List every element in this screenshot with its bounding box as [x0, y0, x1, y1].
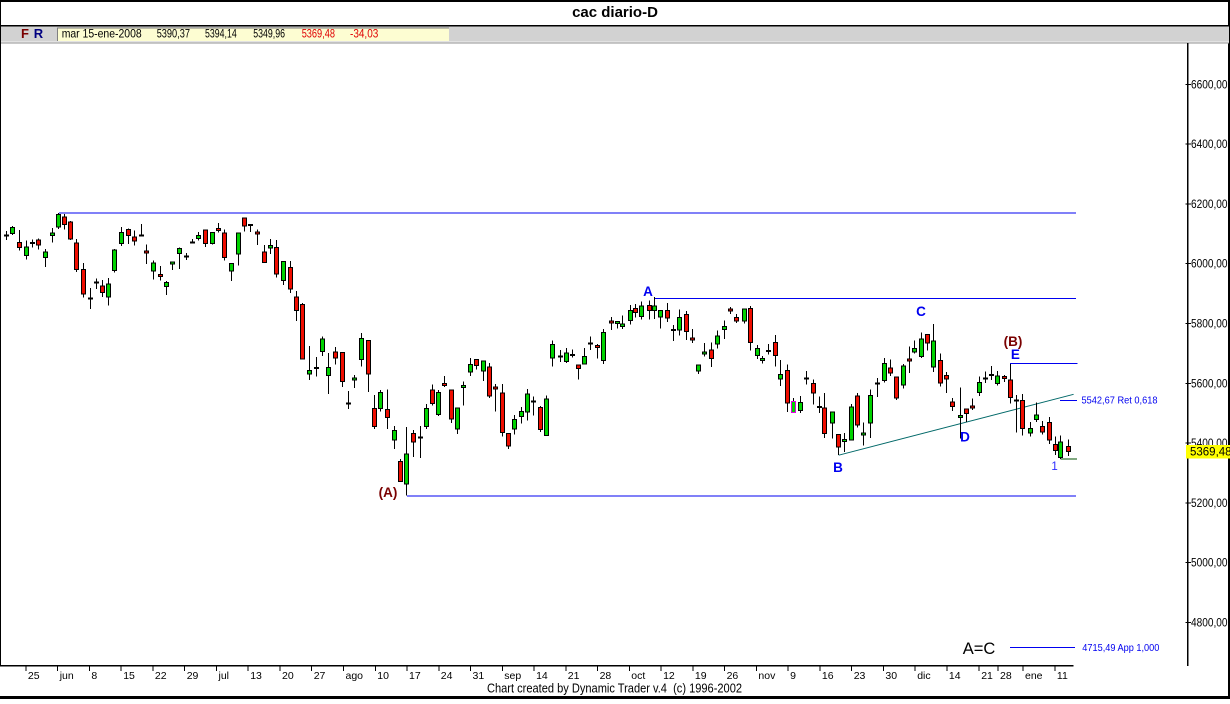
svg-text:20: 20 — [282, 670, 294, 682]
svg-text:28: 28 — [600, 670, 612, 682]
svg-text:16: 16 — [822, 670, 834, 682]
svg-text:15: 15 — [123, 670, 135, 682]
svg-text:27: 27 — [314, 670, 326, 682]
svg-text:jul: jul — [218, 670, 230, 682]
svg-text:E: E — [1011, 347, 1020, 362]
svg-text:cac diario-D: cac diario-D — [572, 4, 658, 21]
svg-text:4800,00: 4800,00 — [1191, 618, 1228, 630]
svg-text:19: 19 — [695, 670, 707, 682]
svg-text:(B): (B) — [1004, 334, 1023, 349]
svg-text:10: 10 — [377, 670, 389, 682]
svg-text:F: F — [21, 26, 29, 41]
svg-text:5200,00: 5200,00 — [1191, 498, 1228, 510]
svg-text:9: 9 — [790, 670, 796, 682]
svg-text:21: 21 — [981, 670, 993, 682]
svg-text:Chart created by Dynamic Trade: Chart created by Dynamic Trader v.4 (c) … — [487, 682, 742, 696]
svg-text:D: D — [960, 430, 970, 445]
svg-text:21: 21 — [568, 670, 580, 682]
svg-text:23: 23 — [854, 670, 866, 682]
svg-text:17: 17 — [409, 670, 421, 682]
svg-text:mar 15-ene-2008: mar 15-ene-2008 — [62, 27, 142, 41]
svg-text:5542,67 Ret 0,618: 5542,67 Ret 0,618 — [1082, 395, 1158, 407]
svg-text:(A): (A) — [379, 485, 398, 500]
svg-text:dic: dic — [917, 670, 930, 682]
svg-text:4715,49 App 1,000: 4715,49 App 1,000 — [1082, 642, 1159, 654]
svg-text:11: 11 — [1057, 670, 1068, 682]
svg-text:5000,00: 5000,00 — [1191, 558, 1228, 570]
svg-text:5349,96: 5349,96 — [253, 27, 285, 41]
svg-text:14: 14 — [949, 670, 961, 682]
svg-text:R: R — [34, 26, 44, 41]
svg-text:30: 30 — [885, 670, 897, 682]
svg-text:5800,00: 5800,00 — [1191, 319, 1228, 331]
svg-text:-34,03: -34,03 — [350, 27, 379, 41]
svg-text:6600,00: 6600,00 — [1191, 79, 1228, 91]
svg-text:24: 24 — [441, 670, 453, 682]
svg-text:26: 26 — [727, 670, 739, 682]
svg-text:A: A — [643, 284, 653, 299]
svg-text:29: 29 — [187, 670, 199, 682]
svg-text:oct: oct — [631, 670, 645, 682]
svg-text:14: 14 — [536, 670, 548, 682]
svg-text:13: 13 — [250, 670, 262, 682]
svg-text:5369,48: 5369,48 — [302, 27, 336, 41]
svg-text:1: 1 — [1051, 461, 1057, 473]
svg-text:jun: jun — [59, 670, 74, 682]
svg-text:25: 25 — [28, 670, 40, 682]
svg-text:ene: ene — [1025, 670, 1043, 682]
svg-text:5369,48: 5369,48 — [1190, 447, 1230, 459]
svg-text:28: 28 — [1000, 670, 1012, 682]
svg-text:22: 22 — [155, 670, 167, 682]
svg-text:5394,14: 5394,14 — [205, 27, 237, 41]
svg-text:12: 12 — [663, 670, 675, 682]
svg-text:5390,37: 5390,37 — [157, 27, 191, 41]
svg-text:nov: nov — [758, 670, 776, 682]
svg-text:A=C: A=C — [963, 640, 996, 658]
svg-text:6400,00: 6400,00 — [1191, 139, 1228, 151]
svg-text:6200,00: 6200,00 — [1191, 199, 1228, 211]
svg-text:31: 31 — [473, 670, 485, 682]
svg-text:sep: sep — [504, 670, 521, 682]
svg-text:C: C — [916, 304, 926, 319]
svg-text:8: 8 — [91, 670, 97, 682]
svg-text:ago: ago — [346, 670, 364, 682]
svg-text:B: B — [833, 460, 843, 475]
svg-text:6000,00: 6000,00 — [1191, 259, 1228, 271]
svg-text:5600,00: 5600,00 — [1191, 378, 1228, 390]
